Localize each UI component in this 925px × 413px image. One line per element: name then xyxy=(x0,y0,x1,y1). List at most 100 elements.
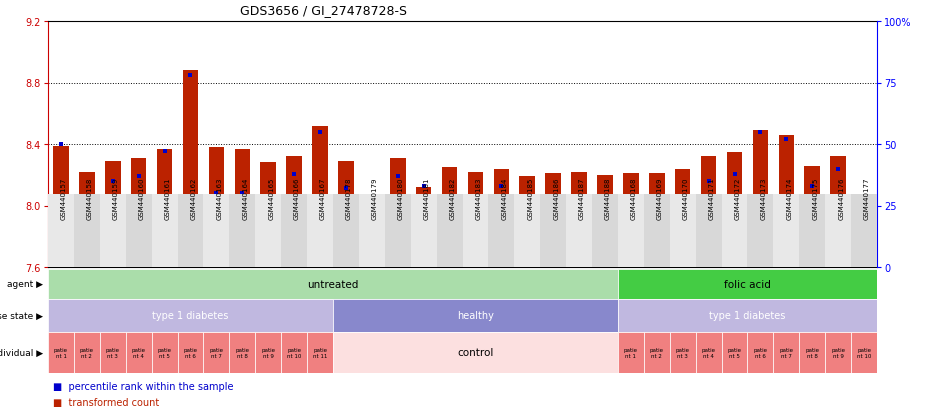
Text: patie
nt 10: patie nt 10 xyxy=(857,347,871,358)
Bar xyxy=(623,174,638,267)
Text: control: control xyxy=(457,348,494,358)
Bar xyxy=(618,269,877,299)
Bar xyxy=(675,169,690,267)
Bar xyxy=(229,332,255,373)
Text: GSM440188: GSM440188 xyxy=(605,177,611,219)
Text: patie
nt 4: patie nt 4 xyxy=(131,347,145,358)
Bar xyxy=(520,177,535,267)
Bar xyxy=(442,168,457,267)
Text: GDS3656 / GI_27478728-S: GDS3656 / GI_27478728-S xyxy=(240,4,407,17)
Text: patie
nt 2: patie nt 2 xyxy=(649,347,664,358)
Bar xyxy=(799,195,825,267)
Text: patie
nt 9: patie nt 9 xyxy=(261,347,276,358)
Text: GSM440184: GSM440184 xyxy=(501,177,507,219)
Text: patie
nt 3: patie nt 3 xyxy=(675,347,690,358)
Bar xyxy=(437,195,462,267)
Bar xyxy=(183,71,198,267)
Bar xyxy=(48,269,618,299)
Bar xyxy=(48,299,333,332)
Text: patie
nt 1: patie nt 1 xyxy=(623,347,638,358)
Bar xyxy=(255,195,281,267)
Bar xyxy=(644,332,670,373)
Text: patie
nt 3: patie nt 3 xyxy=(105,347,119,358)
Text: GSM440163: GSM440163 xyxy=(216,177,222,219)
Text: GSM440177: GSM440177 xyxy=(864,177,870,219)
Text: ■  transformed count: ■ transformed count xyxy=(53,397,159,407)
Bar xyxy=(364,211,379,267)
Text: GSM440169: GSM440169 xyxy=(657,177,663,219)
Text: patie
nt 10: patie nt 10 xyxy=(287,347,302,358)
Bar xyxy=(235,149,250,267)
Bar xyxy=(313,126,327,267)
Bar xyxy=(618,195,644,267)
Text: GSM440175: GSM440175 xyxy=(812,177,819,219)
Text: GSM440164: GSM440164 xyxy=(242,177,248,219)
Bar xyxy=(152,195,178,267)
Bar xyxy=(831,157,846,267)
Bar xyxy=(857,217,872,267)
Text: disease state ▶: disease state ▶ xyxy=(0,311,43,320)
Bar xyxy=(598,176,612,267)
Text: GSM440174: GSM440174 xyxy=(786,177,793,219)
Bar xyxy=(494,169,509,267)
Text: patie
nt 4: patie nt 4 xyxy=(701,347,716,358)
Text: patie
nt 9: patie nt 9 xyxy=(832,347,845,358)
Text: patie
nt 2: patie nt 2 xyxy=(80,347,93,358)
Text: type 1 diabetes: type 1 diabetes xyxy=(153,311,228,321)
Text: GSM440183: GSM440183 xyxy=(475,177,481,219)
Bar xyxy=(825,332,851,373)
Bar xyxy=(779,135,794,267)
Bar xyxy=(255,332,281,373)
Text: GSM440178: GSM440178 xyxy=(346,177,352,219)
Bar xyxy=(805,166,820,267)
Bar xyxy=(747,195,773,267)
Bar xyxy=(851,195,877,267)
Text: GSM440171: GSM440171 xyxy=(709,177,715,219)
Text: GSM440158: GSM440158 xyxy=(87,177,93,219)
Bar xyxy=(204,332,229,373)
Bar xyxy=(74,332,100,373)
Bar xyxy=(696,195,722,267)
Bar xyxy=(131,159,146,267)
Text: GSM440176: GSM440176 xyxy=(838,177,845,219)
Bar xyxy=(618,299,877,332)
Bar xyxy=(307,195,333,267)
Bar xyxy=(514,195,540,267)
Text: individual ▶: individual ▶ xyxy=(0,348,43,357)
Text: GSM440181: GSM440181 xyxy=(424,177,429,219)
Text: GSM440159: GSM440159 xyxy=(113,177,118,219)
Bar xyxy=(261,163,276,267)
Bar xyxy=(468,172,483,267)
Bar xyxy=(546,174,561,267)
Bar xyxy=(385,195,411,267)
Bar xyxy=(157,149,172,267)
Bar xyxy=(281,195,307,267)
Bar xyxy=(701,157,716,267)
Bar xyxy=(670,332,696,373)
Text: GSM440185: GSM440185 xyxy=(527,177,534,219)
Bar xyxy=(333,332,618,373)
Bar xyxy=(100,195,126,267)
Text: type 1 diabetes: type 1 diabetes xyxy=(709,311,785,321)
Text: GSM440180: GSM440180 xyxy=(398,177,403,219)
Bar xyxy=(48,195,74,267)
Bar xyxy=(851,332,877,373)
Text: folic acid: folic acid xyxy=(724,279,771,289)
Bar xyxy=(722,195,747,267)
Bar xyxy=(178,195,204,267)
Bar xyxy=(80,172,94,267)
Bar xyxy=(773,195,799,267)
Bar xyxy=(333,195,359,267)
Text: GSM440187: GSM440187 xyxy=(579,177,586,219)
Bar xyxy=(126,332,152,373)
Text: GSM440170: GSM440170 xyxy=(683,177,689,219)
Bar xyxy=(722,332,747,373)
Bar xyxy=(411,195,437,267)
Bar xyxy=(799,332,825,373)
Bar xyxy=(333,299,618,332)
Bar xyxy=(100,332,126,373)
Text: healthy: healthy xyxy=(457,311,494,321)
Bar xyxy=(74,195,100,267)
Text: GSM440166: GSM440166 xyxy=(294,177,300,219)
Text: GSM440179: GSM440179 xyxy=(372,177,377,219)
